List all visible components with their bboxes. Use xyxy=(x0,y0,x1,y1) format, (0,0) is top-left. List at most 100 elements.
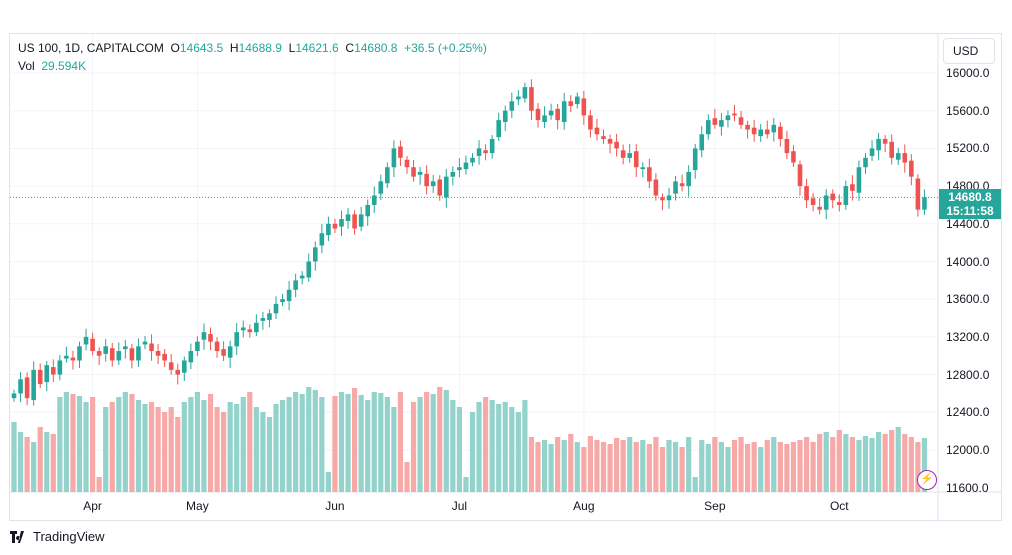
candle xyxy=(732,113,737,116)
volume-bar xyxy=(594,440,600,492)
candle xyxy=(594,127,600,135)
candle xyxy=(483,150,488,154)
volume-bar xyxy=(201,400,207,492)
time-tick: Apr xyxy=(83,499,102,513)
candle xyxy=(673,181,678,194)
candle xyxy=(581,98,587,116)
open-value: 14643.5 xyxy=(179,41,224,55)
volume-bar xyxy=(699,440,705,492)
volume-bar xyxy=(345,394,351,492)
volume-bar xyxy=(148,402,155,492)
candle xyxy=(214,341,220,352)
volume-bar xyxy=(227,402,233,492)
volume-bar xyxy=(63,392,69,492)
volume-bar xyxy=(581,447,587,492)
bar-countdown: 15:11:58 xyxy=(946,204,994,218)
volume-bar xyxy=(921,438,928,492)
volume-bar xyxy=(142,404,148,492)
volume-bar xyxy=(620,440,626,492)
candle xyxy=(444,176,449,198)
candle xyxy=(77,346,82,361)
volume-bar xyxy=(607,444,613,492)
candle xyxy=(123,346,128,350)
volume-bar xyxy=(751,442,757,492)
candle xyxy=(791,151,796,163)
symbol-title[interactable]: US 100, 1D, CAPITALCOM xyxy=(18,41,164,55)
volume-bar xyxy=(810,442,816,492)
volume-bar xyxy=(555,437,561,492)
volume-bar xyxy=(194,392,200,492)
candle xyxy=(326,223,331,236)
candle xyxy=(751,127,757,135)
candle xyxy=(339,219,344,227)
candle xyxy=(358,214,364,227)
tradingview-logo[interactable]: TradingView xyxy=(10,529,105,544)
volume-bar xyxy=(338,392,345,492)
candle xyxy=(57,360,63,375)
candle xyxy=(758,129,763,137)
candle xyxy=(915,178,921,210)
volume-value: 29.594K xyxy=(41,59,87,73)
candle xyxy=(37,369,43,385)
candle xyxy=(745,124,750,130)
candle xyxy=(817,206,822,210)
candle xyxy=(201,332,207,340)
volume-bar xyxy=(424,392,430,492)
candle xyxy=(522,87,528,99)
volume-bar xyxy=(483,397,489,492)
volume-bar xyxy=(181,402,187,492)
lightning-icon[interactable]: ⚡ xyxy=(917,470,937,490)
candle xyxy=(561,101,567,123)
volume-bar xyxy=(116,397,122,492)
candle xyxy=(902,153,908,163)
candle xyxy=(11,393,17,399)
candle xyxy=(319,233,325,246)
candle xyxy=(313,247,318,262)
candle xyxy=(411,167,416,177)
price-tick: 13200.0 xyxy=(946,329,990,344)
candle xyxy=(601,136,606,139)
volume-bar xyxy=(221,412,227,492)
candle xyxy=(227,346,233,358)
volume-bar xyxy=(456,407,462,492)
volume-bar xyxy=(797,440,803,492)
chart-frame xyxy=(9,33,1002,521)
currency-button[interactable]: USD xyxy=(943,38,995,64)
volume-bar xyxy=(666,440,672,492)
price-tick: 14000.0 xyxy=(946,254,990,269)
volume-bar xyxy=(365,400,371,492)
candle xyxy=(555,108,560,121)
candle xyxy=(162,353,167,361)
candle xyxy=(417,171,423,175)
volume-bar xyxy=(76,396,83,492)
time-tick: May xyxy=(186,499,209,513)
volume-bar xyxy=(528,437,535,492)
candle xyxy=(142,341,148,345)
volume-bar xyxy=(332,396,338,492)
volume-bar xyxy=(882,434,888,492)
volume-bar xyxy=(96,477,102,492)
volume-bar xyxy=(646,444,652,492)
price-tick: 12000.0 xyxy=(946,443,990,457)
open-label: O xyxy=(170,41,180,55)
candle xyxy=(385,167,390,184)
volume-bar xyxy=(325,472,331,492)
candle xyxy=(843,186,849,205)
candle xyxy=(804,186,809,201)
volume-bar xyxy=(279,400,286,492)
volume-bar xyxy=(24,437,30,492)
candle xyxy=(136,346,141,361)
change-value: +36.5 (+0.25%) xyxy=(404,41,487,55)
candle xyxy=(476,148,482,156)
tradingview-logo-icon xyxy=(10,530,24,543)
volume-bar xyxy=(869,438,875,492)
volume-bar xyxy=(574,442,580,492)
high-value: 14688.9 xyxy=(238,41,282,55)
volume-bar xyxy=(247,392,253,492)
candle xyxy=(876,138,881,151)
candle xyxy=(627,153,632,158)
volume-bar xyxy=(286,397,292,492)
volume-bar xyxy=(397,392,404,492)
candle xyxy=(430,181,436,187)
